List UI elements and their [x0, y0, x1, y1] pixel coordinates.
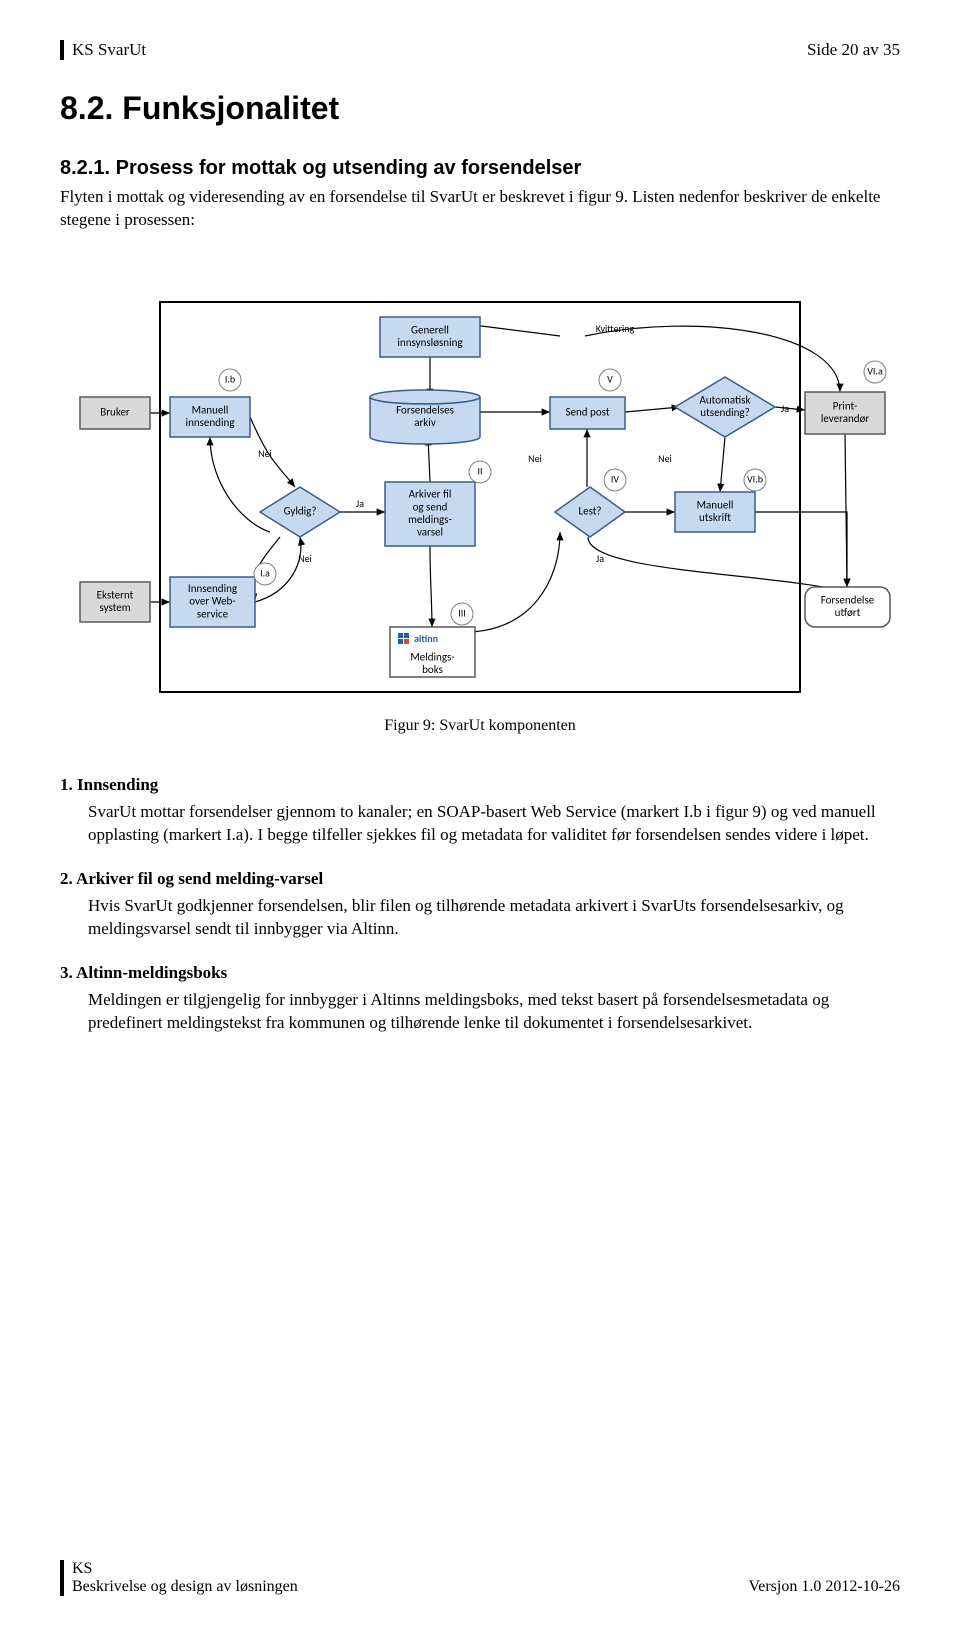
list-item: 3. Altinn-meldingsboks Meldingen er tilgj…	[60, 963, 900, 1035]
svg-text:og send: og send	[413, 500, 448, 513]
svg-text:V: V	[607, 372, 613, 385]
page: KS SvarUt Side 20 av 35 8.2. Funksjonali…	[0, 0, 960, 1626]
svg-text:service: service	[197, 607, 229, 620]
svg-text:over Web-: over Web-	[189, 595, 235, 608]
subsection-number: 8.2.1.	[60, 157, 110, 179]
svg-text:II: II	[477, 464, 482, 477]
page-footer: KS Beskrivelse og design av løsningen Ve…	[60, 1560, 900, 1596]
svg-text:Kvittering: Kvittering	[596, 322, 635, 335]
header-right: Side 20 av 35	[807, 40, 900, 60]
svg-text:Arkiver fil: Arkiver fil	[409, 488, 452, 501]
page-header: KS SvarUt Side 20 av 35	[60, 40, 900, 60]
list-item-body: SvarUt mottar forsendelser gjennom to ka…	[88, 801, 900, 847]
svg-text:innsending: innsending	[186, 416, 235, 429]
list-item: 2. Arkiver fil og send melding-varsel Hvi…	[60, 869, 900, 941]
svg-text:Nei: Nei	[528, 452, 542, 465]
svg-text:IV: IV	[611, 472, 620, 485]
svg-text:Manuell: Manuell	[697, 498, 734, 511]
list-item-body: Meldingen er tilgjengelig for innbygger …	[88, 989, 900, 1035]
flowchart-svg: BrukerManuellinnsendingGenerellinnsynslø…	[60, 262, 900, 702]
svg-text:I.a: I.a	[260, 566, 270, 579]
header-left: KS SvarUt	[60, 40, 146, 60]
svg-text:meldings-: meldings-	[408, 513, 452, 526]
svg-text:Send post: Send post	[565, 406, 609, 419]
svg-text:Nei: Nei	[258, 447, 272, 460]
svg-text:innsynsløsning: innsynsløsning	[397, 336, 462, 349]
svg-text:varsel: varsel	[417, 525, 443, 538]
svg-text:utsending?: utsending?	[700, 406, 749, 419]
svg-text:Eksternt: Eksternt	[97, 588, 134, 601]
subsection-heading: 8.2.1. Prosess for mottak og utsending a…	[60, 157, 900, 180]
list-item-body: Hvis SvarUt godkjenner forsendelsen, bli…	[88, 895, 900, 941]
svg-text:Ja: Ja	[596, 552, 604, 565]
footer-left-line1: KS	[72, 1560, 298, 1578]
section-number: 8.2.	[60, 90, 113, 126]
list-item-heading: 2. Arkiver fil og send melding-varsel	[60, 869, 900, 889]
section-heading: 8.2. Funksjonalitet	[60, 90, 900, 127]
list-item-heading: 1. Innsending	[60, 775, 900, 795]
svg-text:III: III	[458, 606, 466, 619]
svg-text:system: system	[100, 601, 131, 614]
svg-text:VI.a: VI.a	[867, 364, 883, 377]
subsection-intro: Flyten i mottak og videresending av en f…	[60, 186, 900, 232]
svg-text:leverandør: leverandør	[821, 412, 870, 425]
svg-text:arkiv: arkiv	[414, 416, 436, 429]
svg-text:Nei: Nei	[658, 452, 672, 465]
footer-left: KS Beskrivelse og design av løsningen	[60, 1560, 298, 1596]
svg-text:Lest?: Lest?	[578, 505, 601, 518]
svg-text:Manuell: Manuell	[192, 403, 229, 416]
section-title: Funksjonalitet	[122, 90, 339, 126]
svg-text:VI.b: VI.b	[747, 472, 763, 485]
svg-text:Ja: Ja	[356, 497, 364, 510]
svg-text:Print-: Print-	[833, 399, 857, 412]
svg-text:Forsendelse: Forsendelse	[821, 593, 875, 606]
svg-text:Meldings-: Meldings-	[410, 650, 454, 663]
svg-text:Generell: Generell	[411, 323, 449, 336]
footer-right: Versjon 1.0 2012-10-26	[748, 1578, 900, 1596]
svg-text:Nei: Nei	[298, 552, 312, 565]
svg-text:Automatisk: Automatisk	[700, 393, 751, 406]
svg-text:Bruker: Bruker	[100, 406, 130, 419]
list-item-heading: 3. Altinn-meldingsboks	[60, 963, 900, 983]
flowchart-diagram: BrukerManuellinnsendingGenerellinnsynslø…	[60, 262, 900, 707]
list-item: 1. Innsending SvarUt mottar forsendelser …	[60, 775, 900, 847]
subsection-title: Prosess for mottak og utsending av forse…	[116, 157, 582, 179]
svg-text:altinn: altinn	[414, 632, 438, 645]
svg-text:Gyldig?: Gyldig?	[284, 505, 317, 518]
footer-left-line2: Beskrivelse og design av løsningen	[72, 1578, 298, 1596]
svg-text:utskrift: utskrift	[699, 511, 731, 524]
diagram-caption: Figur 9: SvarUt komponenten	[60, 717, 900, 735]
svg-text:Innsending: Innsending	[188, 582, 237, 595]
svg-text:I.b: I.b	[225, 372, 235, 385]
svg-text:utført: utført	[835, 606, 861, 619]
svg-text:Forsendelses: Forsendelses	[396, 403, 454, 416]
process-list: 1. Innsending SvarUt mottar forsendelser …	[60, 775, 900, 1035]
svg-text:boks: boks	[422, 663, 443, 676]
svg-text:Ja: Ja	[781, 402, 789, 415]
